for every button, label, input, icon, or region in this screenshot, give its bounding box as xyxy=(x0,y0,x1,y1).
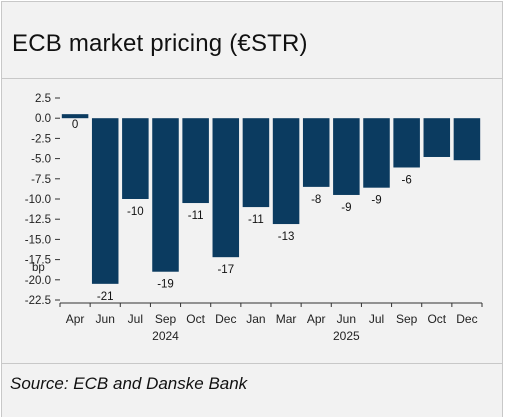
x-tick-label: Dec xyxy=(456,312,477,326)
y-tick-label: -2.5 xyxy=(31,133,51,145)
data-label: -11 xyxy=(188,210,204,222)
bar xyxy=(91,118,119,284)
data-label: -19 xyxy=(157,279,174,291)
bar xyxy=(393,118,420,168)
y-tick-label: -20.0 xyxy=(25,275,51,287)
bar xyxy=(453,118,481,161)
x-tick-label: Jun xyxy=(337,312,356,326)
x-tick-label: Oct xyxy=(186,312,205,326)
x-tick-label: Sep xyxy=(396,312,418,326)
bar xyxy=(122,118,149,199)
x-tick-label: Apr xyxy=(307,312,326,326)
plot-area: 2.5 0.0 -2.5 -5.0 -7.5 -10.0 -12.5 -15.0 -17.5 -2… xyxy=(2,79,502,362)
bar xyxy=(423,118,451,157)
y-tick-label: -22.5 xyxy=(25,295,51,307)
x-tick-label: Jun xyxy=(96,312,115,326)
y-tick-label: -12.5 xyxy=(25,214,51,226)
bar xyxy=(212,118,240,258)
year-label: 2025 xyxy=(333,329,360,343)
x-tick-label: Jul xyxy=(128,312,143,326)
source-note: Source: ECB and Danske Bank xyxy=(10,374,248,393)
y-tick-label: -7.5 xyxy=(31,174,51,186)
bar-chart: 2.5 0.0 -2.5 -5.0 -7.5 -10.0 -12.5 -15.0 -17.5 -2… xyxy=(25,93,483,343)
chart-title: ECB market pricing (€STR) xyxy=(12,30,308,57)
x-tick-label: Apr xyxy=(66,312,85,326)
bar xyxy=(302,118,330,187)
x-tick-label: Jan xyxy=(246,312,265,326)
x-tick-label: Oct xyxy=(427,312,446,326)
year-label: 2024 xyxy=(152,329,179,343)
y-tick-label: -10.0 xyxy=(25,194,51,206)
bar xyxy=(363,118,390,188)
y-tick-label: -15.0 xyxy=(25,234,51,246)
bar xyxy=(182,118,209,204)
source-bar: Source: ECB and Danske Bank xyxy=(2,363,502,417)
x-tick-label: Jul xyxy=(369,312,384,326)
data-label: -21 xyxy=(97,291,114,303)
bar xyxy=(61,114,89,119)
data-label: -10 xyxy=(127,206,144,218)
y-tick-label: -17.5 xyxy=(25,255,51,267)
bar xyxy=(152,118,179,272)
y-tick-label: 2.5 xyxy=(35,93,51,105)
data-label: -9 xyxy=(371,195,381,207)
y-tick-label: -5.0 xyxy=(31,154,51,166)
y-axis-unit-label: bp xyxy=(32,262,45,274)
data-label: -11 xyxy=(248,214,264,226)
data-label: -17 xyxy=(217,264,234,276)
bar xyxy=(333,118,360,195)
data-label: -6 xyxy=(402,174,412,186)
y-tick-label: 0.0 xyxy=(35,113,51,125)
bar xyxy=(242,118,270,208)
x-tick-label: Mar xyxy=(276,312,297,326)
data-label: -9 xyxy=(341,202,351,214)
x-tick-label: Dec xyxy=(215,312,236,326)
x-tick-label: Sep xyxy=(155,312,177,326)
data-label: -13 xyxy=(278,231,295,243)
bar xyxy=(272,118,300,225)
chart-header: ECB market pricing (€STR) xyxy=(2,2,502,79)
data-label: -8 xyxy=(311,194,321,206)
data-label: 0 xyxy=(72,119,78,131)
